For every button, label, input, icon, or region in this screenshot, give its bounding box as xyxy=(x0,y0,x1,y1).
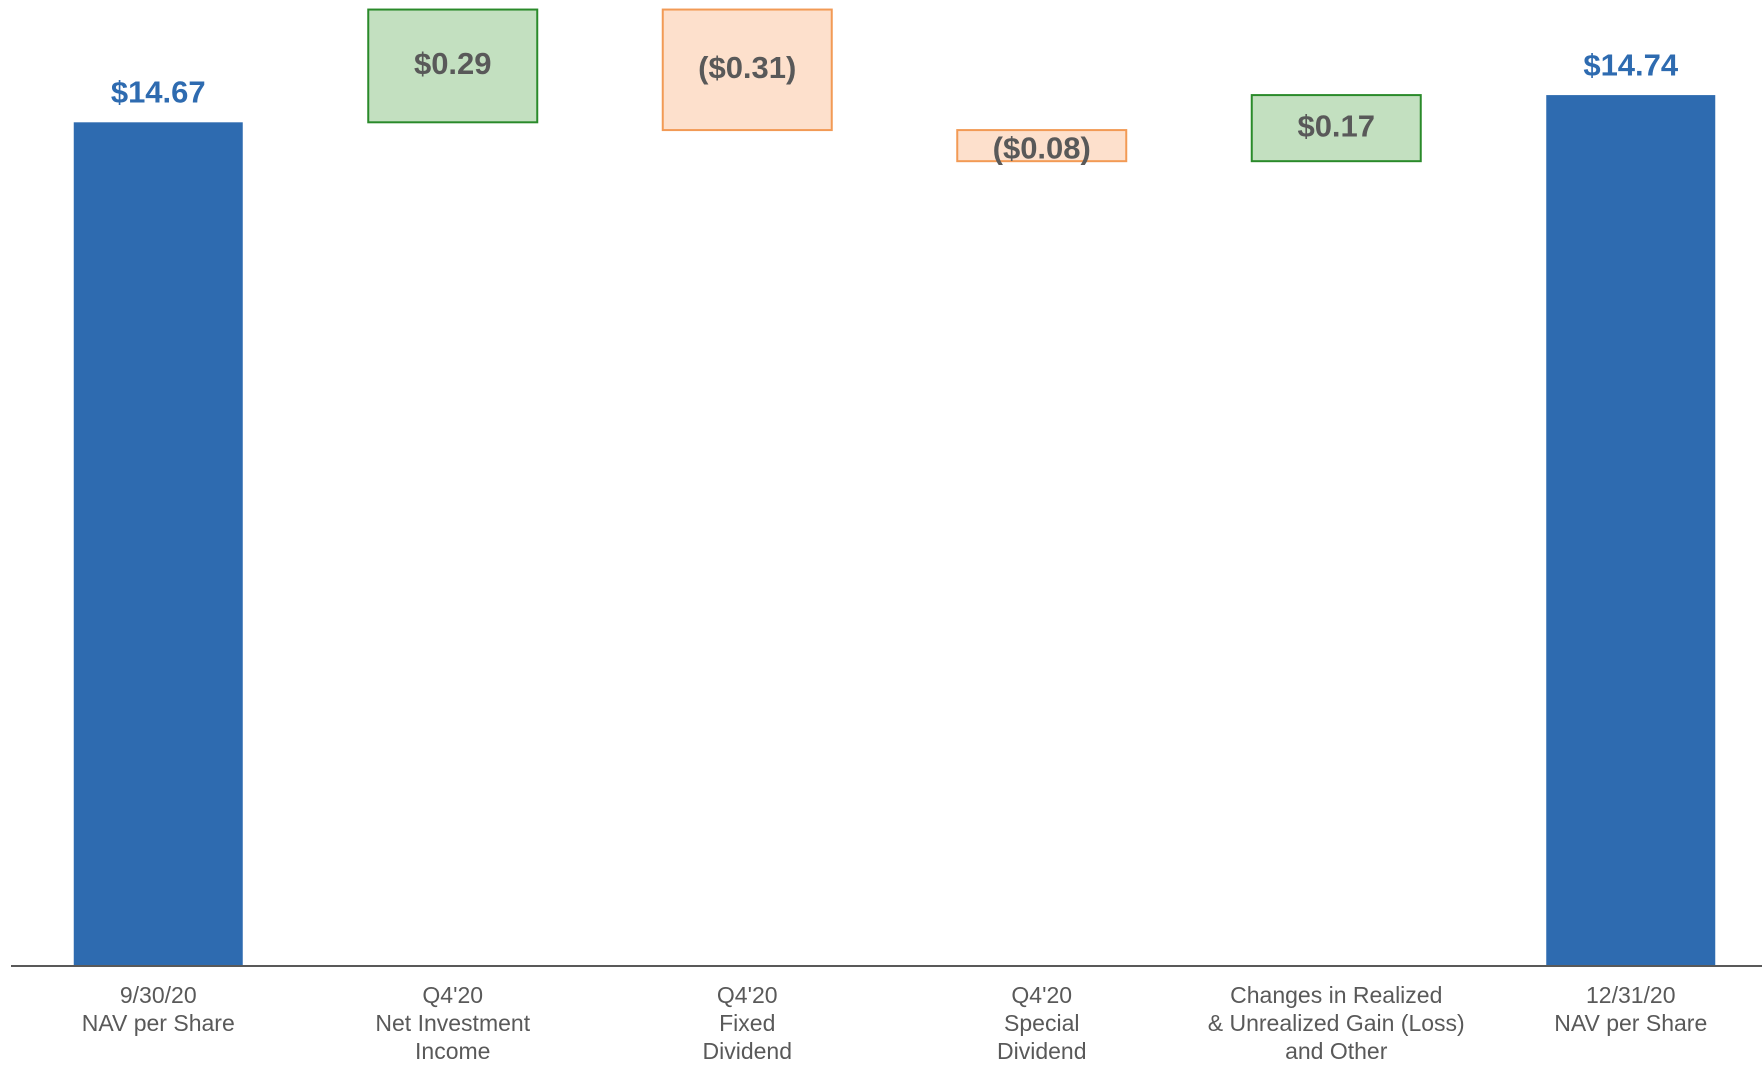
value-label: $14.67 xyxy=(111,74,206,109)
delta-bar xyxy=(367,8,539,124)
x-tick-label: Special xyxy=(1004,1010,1079,1036)
x-tick-label: Income xyxy=(415,1038,490,1064)
x-tick-label: Q4'20 xyxy=(422,982,483,1008)
x-tick-label: and Other xyxy=(1285,1038,1388,1064)
x-tick-label: NAV per Share xyxy=(1554,1010,1707,1036)
total-bar xyxy=(1546,95,1716,966)
x-tick-label: Q4'20 xyxy=(1011,982,1072,1008)
value-label: $0.17 xyxy=(1297,108,1375,143)
x-tick-label: Net Investment xyxy=(375,1010,530,1036)
x-tick-label: Dividend xyxy=(703,1038,793,1064)
delta-bar xyxy=(1250,94,1422,163)
delta-bar xyxy=(661,8,833,132)
total-bar xyxy=(73,122,243,966)
x-tick-label: Changes in Realized xyxy=(1230,982,1442,1008)
value-label: ($0.08) xyxy=(993,130,1091,165)
delta-bar xyxy=(956,129,1128,163)
x-tick-label: 12/31/20 xyxy=(1586,982,1676,1008)
x-tick-label: 9/30/20 xyxy=(120,982,197,1008)
x-tick-label: Dividend xyxy=(997,1038,1087,1064)
x-tick-label: & Unrealized Gain (Loss) xyxy=(1208,1010,1465,1036)
x-tick-label: NAV per Share xyxy=(82,1010,235,1036)
value-label: $14.74 xyxy=(1583,47,1679,82)
value-label: ($0.31) xyxy=(698,50,796,85)
value-label: $0.29 xyxy=(414,46,492,81)
x-tick-label: Fixed xyxy=(719,1010,775,1036)
x-tick-label: Q4'20 xyxy=(717,982,778,1008)
